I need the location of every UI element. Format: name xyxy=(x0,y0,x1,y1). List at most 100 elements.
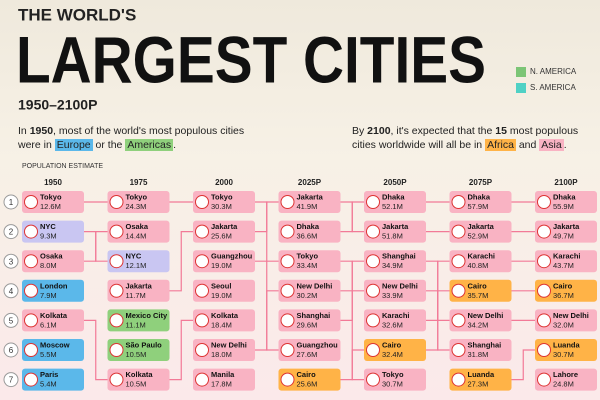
rank-badge xyxy=(3,342,19,358)
city-name: Karachi xyxy=(468,252,496,261)
flag xyxy=(195,195,209,209)
city-population: 33.9M xyxy=(382,291,403,300)
text: Europe xyxy=(54,139,93,151)
city-name: Kolkata xyxy=(211,311,239,320)
rank-number: 6 xyxy=(9,346,14,355)
city-name: Cairo xyxy=(382,340,402,349)
city-name: NYC xyxy=(126,252,142,261)
flag xyxy=(109,224,124,239)
city-population: 32.4M xyxy=(382,350,403,359)
city-box xyxy=(22,250,84,273)
text: most populous cities worldwide will all … xyxy=(352,125,579,151)
rank-badge xyxy=(3,224,19,240)
connector xyxy=(255,290,279,351)
flag xyxy=(109,372,124,387)
city-box xyxy=(278,368,341,391)
flag xyxy=(366,343,380,357)
connector xyxy=(84,231,108,262)
legend-swatch xyxy=(516,83,526,93)
rank-number: 7 xyxy=(9,376,14,385)
city-name: New Delhi xyxy=(553,311,589,320)
city-box xyxy=(535,339,597,361)
flag xyxy=(195,372,209,387)
city-population: 18.4M xyxy=(211,320,232,329)
flag xyxy=(537,283,551,298)
city-box xyxy=(364,250,426,273)
flag xyxy=(537,313,551,328)
text: In xyxy=(18,125,30,137)
column-year: 1975 xyxy=(130,178,148,187)
city-population: 10.5M xyxy=(126,380,147,389)
text: and xyxy=(515,139,540,151)
connector xyxy=(84,319,108,381)
city-name: New Delhi xyxy=(468,311,504,320)
city-name: Luanda xyxy=(553,340,580,349)
city-box xyxy=(193,368,255,391)
city-name: Paris xyxy=(40,370,58,379)
city-box xyxy=(193,250,255,273)
city-box xyxy=(22,309,84,332)
city-name: Jakarta xyxy=(468,222,495,231)
city-population: 55.9M xyxy=(553,202,574,211)
column-year: 2025P xyxy=(298,178,322,187)
flag xyxy=(24,195,38,209)
city-name: Osaka xyxy=(126,222,149,231)
flag xyxy=(109,313,124,328)
flag xyxy=(109,254,124,269)
city-box xyxy=(107,191,170,213)
connector xyxy=(340,201,364,233)
city-population: 9.3M xyxy=(40,232,57,241)
axis-label: POPULATION ESTIMATE xyxy=(22,163,103,170)
city-name: Kolkata xyxy=(126,370,154,379)
city-name: NYC xyxy=(40,222,56,231)
city-box xyxy=(22,368,84,391)
flag xyxy=(195,283,209,298)
flag xyxy=(24,343,38,357)
connector xyxy=(255,201,279,233)
flag xyxy=(451,372,466,387)
rank-badge xyxy=(3,194,19,210)
city-box xyxy=(535,220,597,243)
flag xyxy=(280,343,295,357)
city-name: Karachi xyxy=(553,252,581,261)
city-population: 12.1M xyxy=(126,261,147,270)
city-box xyxy=(364,339,426,361)
city-box xyxy=(278,309,341,332)
city-name: Dhaka xyxy=(553,192,576,201)
city-name: Manila xyxy=(211,370,235,379)
city-box xyxy=(449,279,512,302)
city-name: Seoul xyxy=(211,281,231,290)
text: By xyxy=(352,125,368,137)
city-name: Shanghai xyxy=(468,340,502,349)
city-box xyxy=(278,220,341,243)
flag xyxy=(451,195,466,209)
flag xyxy=(195,343,209,357)
rank-badge xyxy=(3,312,19,328)
rank-number: 5 xyxy=(9,317,14,326)
city-population: 30.3M xyxy=(211,202,232,211)
city-population: 52.9M xyxy=(468,232,489,241)
city-box xyxy=(364,279,426,302)
city-box xyxy=(22,220,84,243)
city-population: 27.3M xyxy=(468,380,489,389)
intro-left: In 1950, most of the world's most populo… xyxy=(18,124,248,152)
city-name: Dhaka xyxy=(468,192,491,201)
city-population: 34.9M xyxy=(382,261,403,270)
city-population: 17.8M xyxy=(211,380,232,389)
connector xyxy=(169,231,193,292)
city-box xyxy=(107,279,170,302)
city-population: 24.3M xyxy=(126,202,147,211)
flag xyxy=(451,254,466,269)
text: 1950 xyxy=(29,125,54,137)
flag xyxy=(195,254,209,269)
text: Africa xyxy=(485,139,516,151)
flag xyxy=(24,254,38,269)
city-name: Dhaka xyxy=(382,192,405,201)
flag xyxy=(451,224,466,239)
rank-number: 2 xyxy=(9,228,14,237)
city-box xyxy=(364,309,426,332)
city-population: 18.0M xyxy=(211,350,232,359)
title: LARGEST CITIES xyxy=(16,22,486,96)
city-box xyxy=(22,191,84,213)
